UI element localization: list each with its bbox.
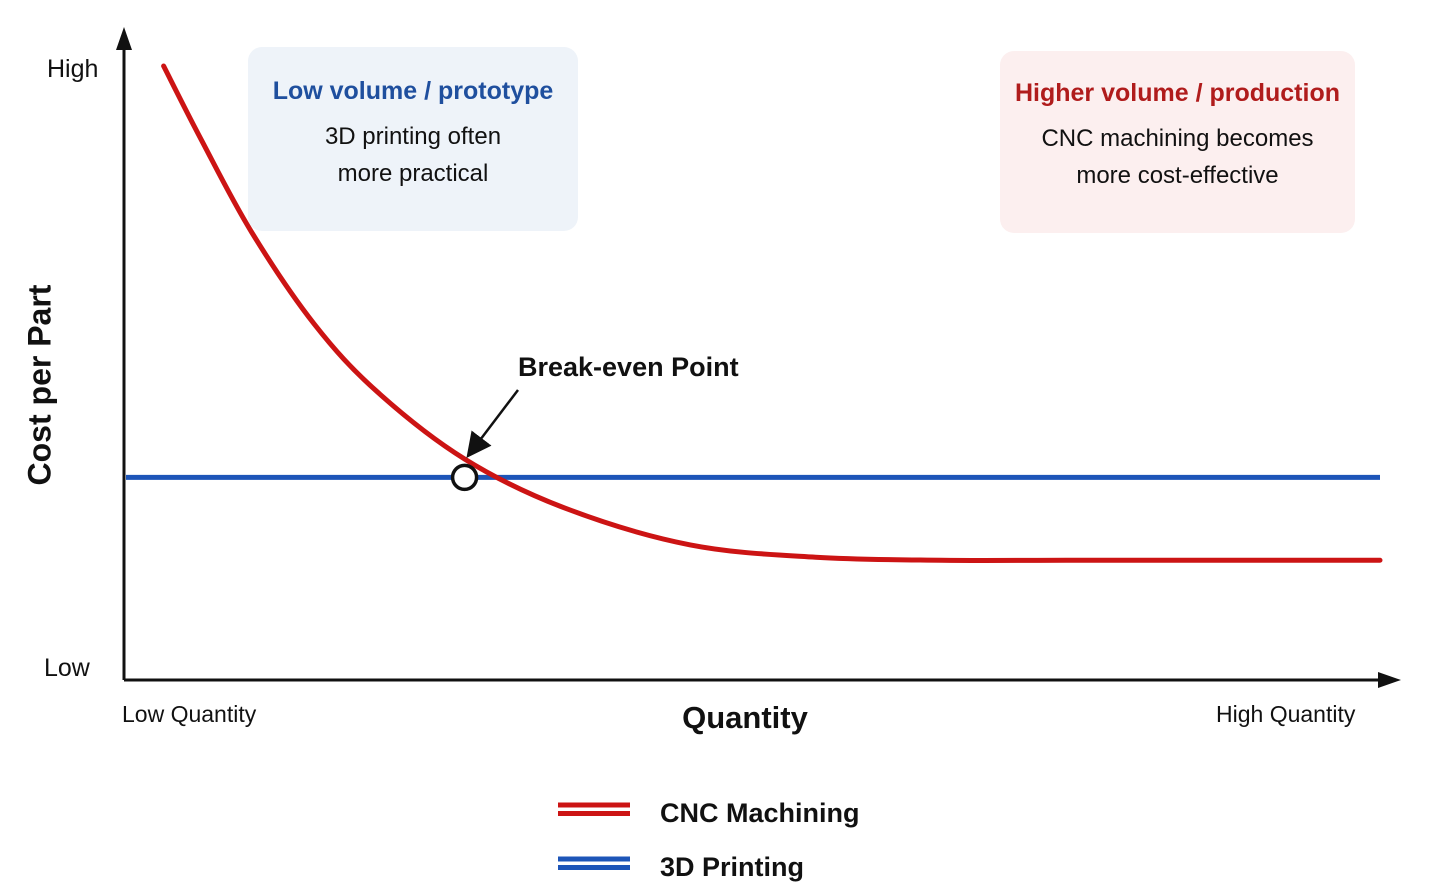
x-tick-low-quantity: Low Quantity [122, 701, 257, 727]
high-volume-title: Higher volume / production [1014, 79, 1340, 107]
legend-item-cnc: CNC Machining [558, 786, 860, 840]
legend-item-3d-printing: 3D Printing [558, 840, 860, 894]
low-volume-body: 3D printing often more practical [324, 123, 502, 187]
x-axis-label: Quantity [682, 700, 808, 735]
break-even-point-marker [450, 463, 479, 492]
high-volume-callout: Higher volume / production CNC machining… [1000, 51, 1355, 233]
legend: CNC Machining 3D Printing [558, 786, 860, 894]
low-volume-title: Low volume / prototype [272, 77, 554, 105]
low-volume-callout: Low volume / prototype 3D printing often… [248, 47, 578, 231]
y-tick-low: Low [44, 654, 90, 682]
x-tick-high-quantity: High Quantity [1216, 701, 1356, 727]
legend-label-cnc: CNC Machining [660, 797, 860, 828]
break-even-label: Break-even Point [518, 352, 739, 382]
y-axis-arrow-icon [116, 27, 132, 50]
y-tick-high: High [47, 55, 99, 83]
y-axis-label: Cost per Part [21, 284, 58, 486]
x-axis-arrow-icon [1378, 672, 1401, 688]
x-axis [124, 672, 1401, 688]
y-axis [116, 27, 132, 680]
high-volume-body: CNC machining becomes more cost-effectiv… [1041, 125, 1314, 189]
legend-label-3d-printing: 3D Printing [660, 851, 805, 882]
break-even-arrow-icon [466, 389, 519, 458]
series-cnc-machining-line [161, 63, 1383, 563]
